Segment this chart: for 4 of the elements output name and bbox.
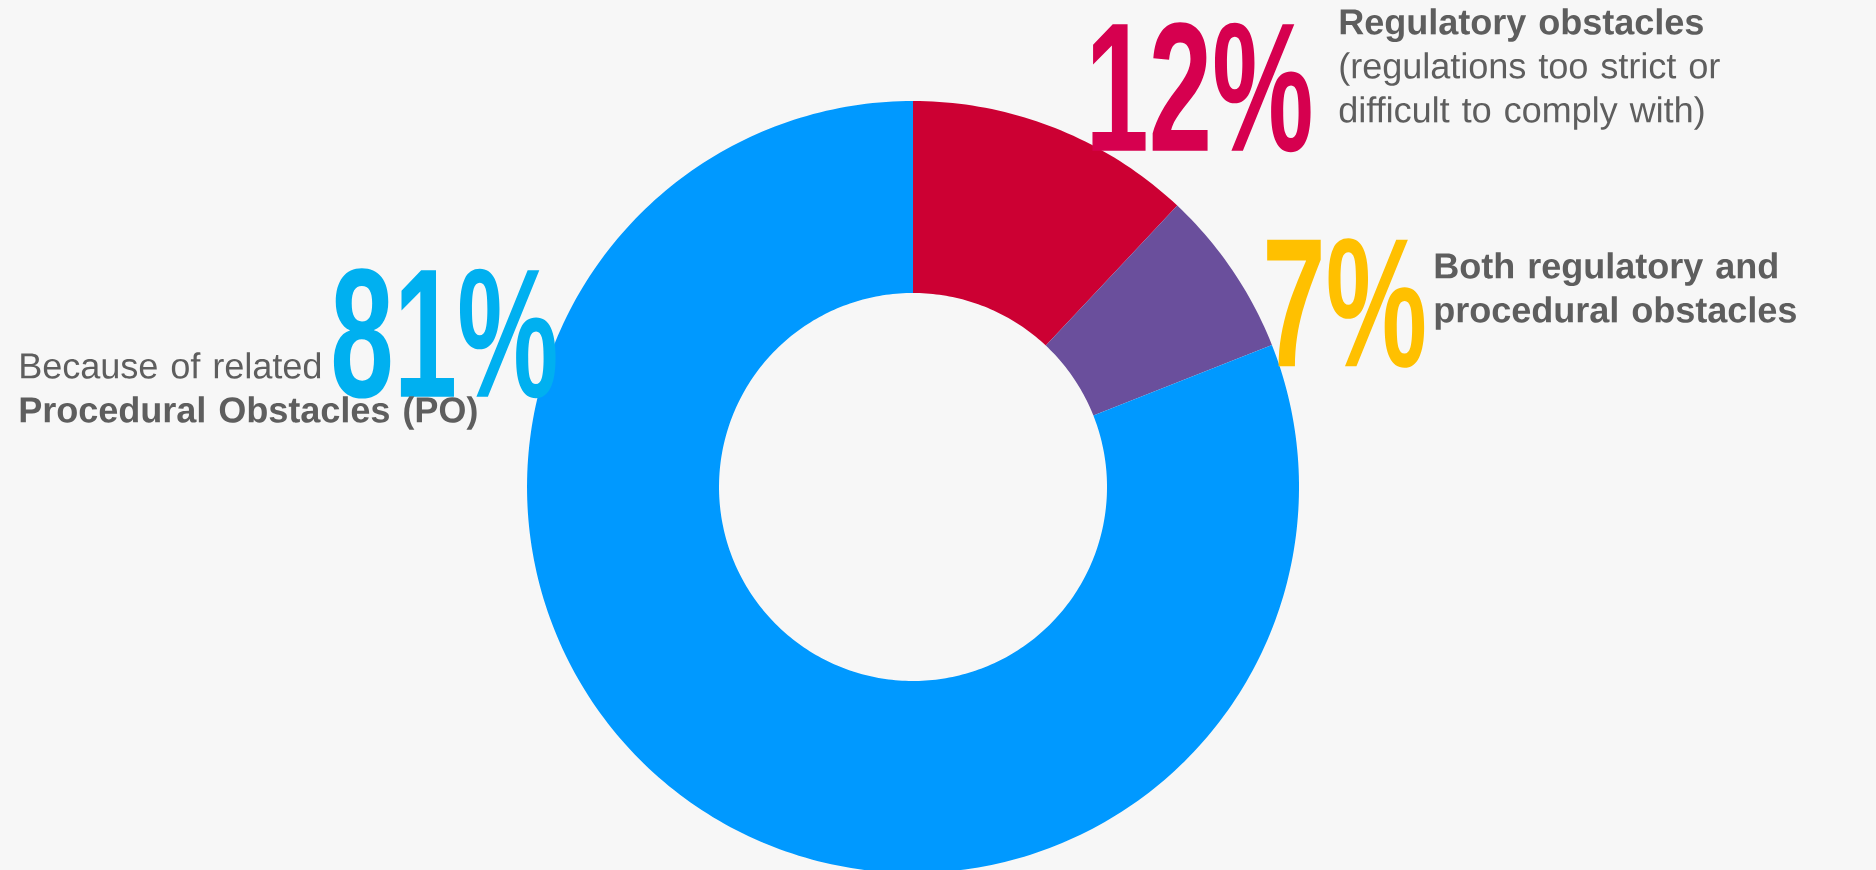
data-label: 7% xyxy=(1267,238,1425,368)
slice-label: Both regulatory and procedural obstacles xyxy=(1435,252,1796,330)
slice-label: Regulatory obstacles (regulations too strict or difficult to comply with) xyxy=(1339,8,1720,130)
data-label: 12% xyxy=(1092,22,1311,153)
